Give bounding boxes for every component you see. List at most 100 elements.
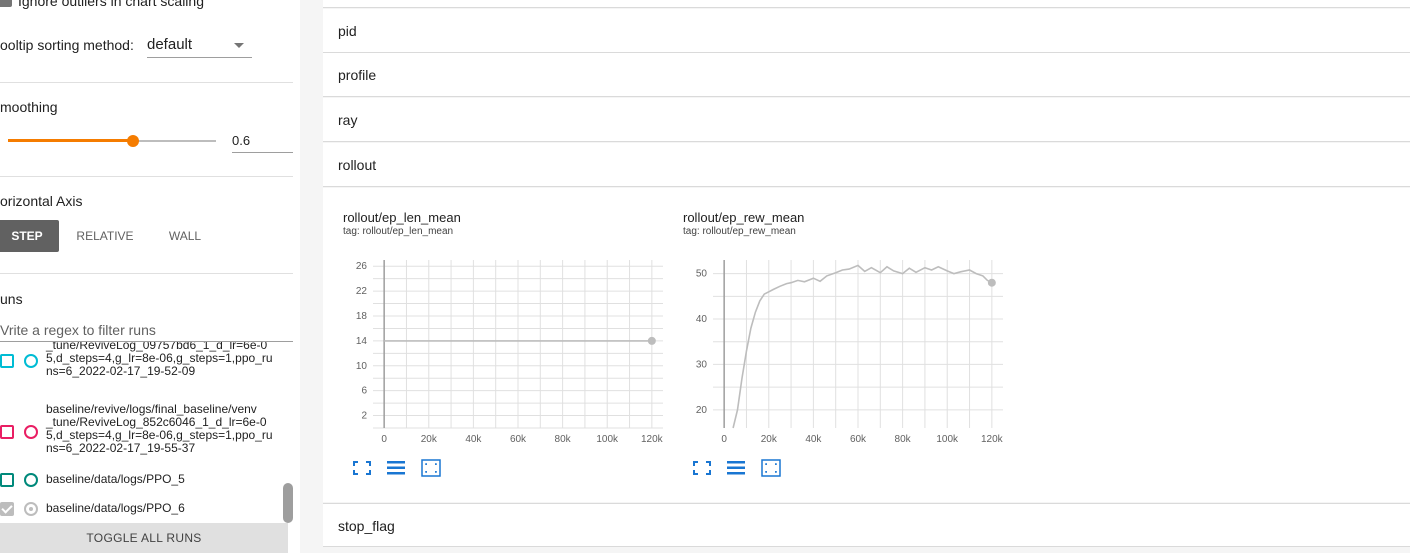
data-table-icon[interactable] [725, 458, 747, 478]
x-tick-label: 0 [381, 434, 387, 445]
top-row-edge [323, 0, 1410, 8]
chart-title: rollout/ep_len_mean [343, 210, 461, 225]
x-tick-label: 40k [465, 434, 482, 445]
group-header-profile[interactable]: profile [323, 53, 1410, 97]
toggle-all-runs-label: TOGGLE ALL RUNS [86, 531, 202, 545]
chart-actions [691, 458, 790, 478]
toggle-all-runs-button[interactable]: TOGGLE ALL RUNS [0, 523, 288, 553]
y-tick-label: 6 [361, 386, 367, 397]
divider [0, 82, 293, 83]
chart-actions [351, 458, 450, 478]
chart-title: rollout/ep_rew_mean [683, 210, 805, 225]
group-header-rollout[interactable]: rollout [323, 143, 1410, 187]
ignore-outliers-label: Ignore outliers in chart scaling [18, 0, 204, 9]
data-table-icon[interactable] [385, 458, 407, 478]
run-radio[interactable] [24, 425, 38, 439]
x-tick-label: 20k [761, 434, 778, 445]
runs-label: uns [0, 291, 23, 307]
tooltip-sorting-select[interactable]: default [147, 34, 252, 58]
y-tick-label: 30 [696, 359, 708, 370]
y-tick-label: 26 [356, 261, 368, 272]
run-label: baseline/revive/logs/final_baseline/venv… [46, 402, 273, 455]
axis-step-label: STEP [11, 229, 43, 243]
chevron-down-icon [234, 43, 244, 48]
x-tick-label: 120k [641, 434, 664, 445]
y-tick-label: 20 [696, 405, 708, 416]
main-panel: pid profile ray rollout rollout/ep_len_m… [323, 0, 1410, 553]
y-tick-label: 10 [356, 361, 368, 372]
axis-wall-label: WALL [168, 229, 202, 243]
radio-dot [29, 507, 33, 511]
run-radio[interactable] [24, 473, 38, 487]
chart-card-ep-len-mean: rollout/ep_len_mean tag: rollout/ep_len_… [343, 210, 673, 480]
line-chart-ep-rew-mean[interactable]: 0 20k 40k 60k 80k 100k 120k 20 30 40 50 [683, 248, 1013, 468]
run-label: _tune/ReviveLog_09757bd6_1_d_lr=6e-0 5,d… [46, 342, 273, 378]
fullscreen-icon[interactable] [351, 458, 373, 478]
y-tick-label: 14 [356, 336, 368, 347]
y-tick-label: 18 [356, 311, 368, 322]
smoothing-input[interactable]: 0.6 [232, 130, 293, 153]
axis-wall-button[interactable]: WALL [155, 220, 215, 252]
settings-sidebar: Ignore outliers in chart scaling ooltip … [0, 0, 300, 553]
series-line [732, 264, 993, 429]
slider-fill [8, 139, 133, 142]
x-tick-label: 60k [510, 434, 527, 445]
horizontal-axis-label: orizontal Axis [0, 193, 83, 209]
series-end-point [647, 336, 656, 345]
run-checkbox[interactable] [0, 473, 14, 487]
smoothing-slider[interactable] [8, 134, 216, 148]
run-label: baseline/data/logs/PPO_5 [46, 472, 185, 486]
run-radio[interactable] [24, 354, 38, 368]
group-title: profile [338, 67, 377, 83]
series-end-point [987, 278, 996, 287]
list-item[interactable]: _tune/ReviveLog_09757bd6_1_d_lr=6e-0 5,d… [0, 342, 285, 394]
runs-scrollbar[interactable] [283, 483, 293, 523]
group-title: ray [338, 112, 358, 128]
fullscreen-icon[interactable] [691, 458, 713, 478]
fit-domain-icon[interactable] [760, 458, 782, 478]
y-tick-label: 2 [361, 411, 367, 422]
group-title: pid [338, 23, 357, 39]
group-title: stop_flag [338, 518, 395, 534]
group-header-stop-flag[interactable]: stop_flag [323, 503, 1410, 547]
divider [0, 176, 293, 177]
smoothing-label: moothing [0, 99, 58, 115]
run-radio-selected[interactable] [24, 502, 38, 516]
rollout-charts-area: rollout/ep_len_mean tag: rollout/ep_len_… [323, 188, 1410, 502]
x-tick-label: 120k [981, 434, 1004, 445]
runs-filter-placeholder: Vrite a regex to filter runs [0, 322, 156, 338]
y-tick-label: 40 [696, 314, 708, 325]
x-tick-label: 100k [596, 434, 619, 445]
run-checkbox[interactable] [0, 425, 14, 439]
run-checkbox[interactable] [0, 354, 14, 368]
x-tick-label: 60k [850, 434, 867, 445]
list-item[interactable]: baseline/revive/logs/final_baseline/venv… [0, 402, 285, 462]
run-label: baseline/data/logs/PPO_6 [46, 501, 185, 515]
axis-relative-button[interactable]: RELATIVE [66, 220, 144, 252]
ignore-outliers-checkbox[interactable] [0, 0, 12, 7]
slider-thumb[interactable] [126, 135, 139, 147]
x-tick-label: 80k [895, 434, 912, 445]
x-tick-label: 80k [555, 434, 572, 445]
runs-filter-input[interactable]: Vrite a regex to filter runs [0, 320, 293, 342]
tooltip-sorting-label: ooltip sorting method: [0, 37, 134, 53]
fit-domain-icon[interactable] [420, 458, 442, 478]
group-header-ray[interactable]: ray [323, 98, 1410, 142]
list-item[interactable]: baseline/data/logs/PPO_5 [0, 470, 285, 490]
chart-tag: tag: rollout/ep_len_mean [343, 226, 454, 237]
chart-card-ep-rew-mean: rollout/ep_rew_mean tag: rollout/ep_rew_… [683, 210, 1013, 480]
x-tick-label: 0 [721, 434, 727, 445]
y-tick-label: 22 [356, 286, 368, 297]
run-checkbox-checked[interactable] [0, 502, 14, 516]
x-tick-label: 40k [805, 434, 822, 445]
chart-tag: tag: rollout/ep_rew_mean [683, 226, 796, 237]
x-tick-label: 20k [421, 434, 438, 445]
divider [0, 273, 293, 274]
x-tick-label: 100k [936, 434, 959, 445]
axis-step-button[interactable]: STEP [0, 220, 59, 252]
y-tick-label: 50 [696, 269, 708, 280]
group-title: rollout [338, 157, 377, 173]
group-header-pid[interactable]: pid [323, 9, 1410, 53]
list-item[interactable]: baseline/data/logs/PPO_6 [0, 499, 285, 519]
